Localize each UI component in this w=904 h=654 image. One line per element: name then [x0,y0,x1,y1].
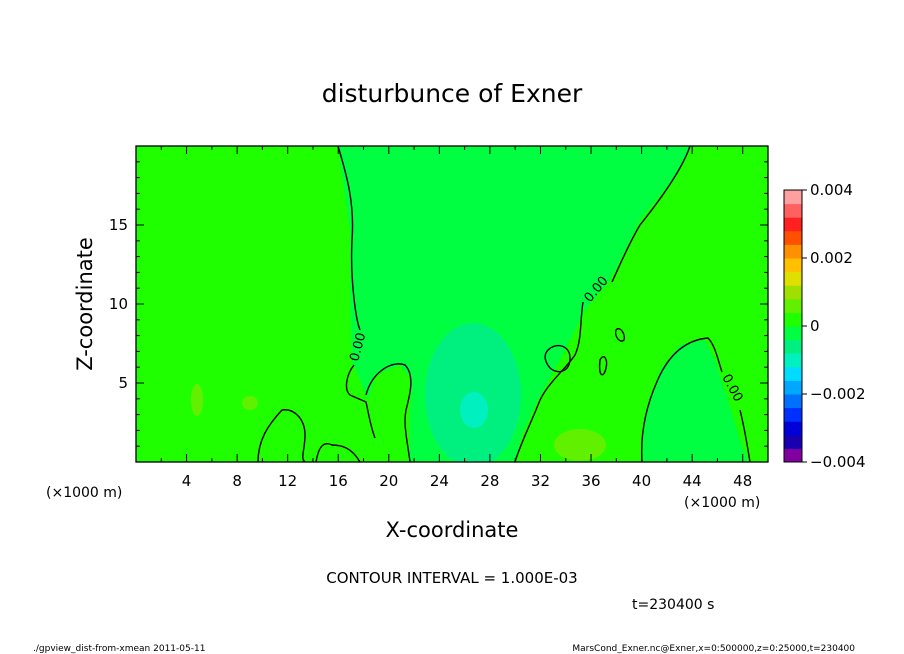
contour-label-left: 0.00 [347,331,369,363]
colorbar-swatch [784,366,802,381]
colorbar-tick-label: 0.002 [810,249,853,267]
x-tick-label: 8 [232,472,242,490]
colorbar-swatch [784,258,802,273]
field-region-negative-core [460,392,488,428]
colorbar-swatch [784,244,802,259]
colorbar-swatch [784,339,802,354]
x-unit-label-left: (×1000 m) [46,485,122,501]
colorbar-tick-label: 0.004 [810,181,853,199]
contour-line-small-loop-1 [544,344,571,373]
x-tick-label: 20 [379,472,398,490]
field-region-positive-patch [554,429,606,461]
colorbar: 0.004 0.002 0 −0.002 −0.004 [783,181,866,471]
y-axis-title: Z-coordinate [73,237,97,371]
colorbar-tick-label: −0.004 [810,453,866,471]
field-region-positive-small-2 [242,396,258,410]
x-axis: 4 8 12 16 20 24 28 32 36 40 44 48 [160,146,752,490]
contour-line-left-loop [365,363,412,462]
x-tick-label: 24 [430,472,449,490]
field-region-positive-small-1 [191,384,203,416]
contour-line-right-bump [640,337,751,462]
colorbar-swatch [784,326,802,341]
y-axis: 5 10 15 [109,161,768,447]
colorbar-swatch [784,394,802,409]
x-tick-label: 16 [329,472,348,490]
colorbar-swatch [784,421,802,436]
contour-interval-text: CONTOUR INTERVAL = 1.000E-03 [326,569,577,587]
colorbar-swatch [784,298,802,313]
contour-line-left [337,146,376,439]
x-tick-label: 36 [581,472,600,490]
colorbar-swatch [784,380,802,395]
colorbar-swatch [784,230,802,245]
colorbar-swatch [784,407,802,422]
time-text: t=230400 s [632,597,714,613]
x-tick-label: 4 [182,472,192,490]
colorbar-swatch [784,312,802,327]
x-tick-label: 48 [733,472,752,490]
x-tick-label: 40 [632,472,651,490]
colorbar-swatch [784,448,802,463]
colorbar-swatch [784,217,802,232]
colorbar-swatch [784,434,802,449]
footer-left: ./gpview_dist-from-xmean 2011-05-11 [33,644,205,654]
y-tick-label: 15 [109,216,128,234]
contour-line-left-bottom [257,409,306,462]
zero-contours [257,146,751,462]
colorbar-tick-label: −0.002 [810,385,866,403]
chart-title: disturbunce of Exner [322,79,583,108]
x-unit-label-right: (×1000 m) [684,495,760,511]
shaded-field [136,146,768,462]
colorbar-swatch [784,271,802,286]
contour-line-small-loop-3 [614,328,626,342]
x-tick-label: 44 [683,472,702,490]
footer-right: MarsCond_Exner.nc@Exner,x=0:500000,z=0:2… [572,644,855,654]
x-tick-label: 32 [531,472,550,490]
colorbar-swatch [784,285,802,300]
colorbar-swatch [784,353,802,368]
contour-line-small-loop-2 [598,356,608,376]
x-tick-label: 12 [278,472,297,490]
contour-line-right [514,146,691,462]
field-region-right-bump [642,340,748,462]
x-axis-title: X-coordinate [386,518,519,542]
colorbar-swatch [784,203,802,218]
colorbar-tick-label: 0 [810,317,820,335]
y-tick-label: 10 [109,295,128,313]
colorbar-swatch [784,190,802,205]
x-tick-label: 28 [480,472,499,490]
contour-line-left-bottom-2 [315,443,361,462]
y-tick-label: 5 [118,374,128,392]
